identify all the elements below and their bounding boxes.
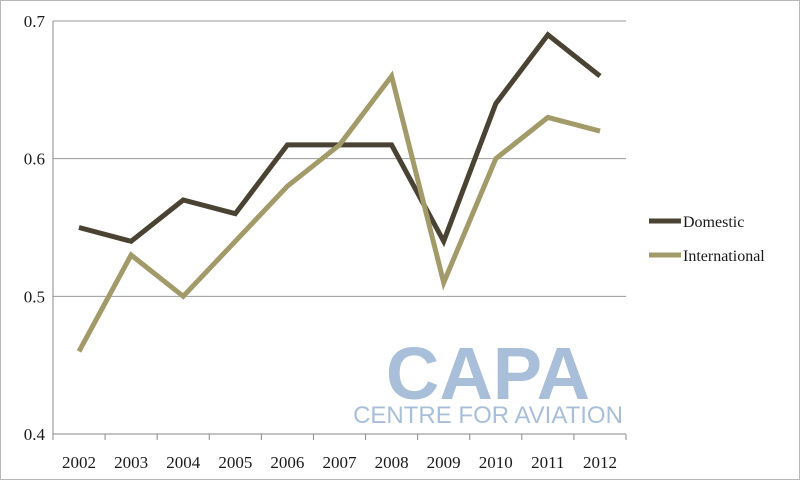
y-tick-label-0.6: 0.6 [24,150,45,169]
y-tick-label-0.4: 0.4 [24,425,46,444]
x-tick-label-2009: 2009 [427,453,461,472]
x-tick-label-2005: 2005 [218,453,252,472]
legend-label-domestic: Domestic [683,214,744,231]
x-tick-label-2004: 2004 [166,453,201,472]
y-tick-label-0.7: 0.7 [24,12,46,31]
axes: 0.4 0.5 0.6 0.7 2002 2003 2004 2005 2006 2007 2008… [24,12,627,472]
y-tick-label-0.5: 0.5 [24,287,45,306]
watermark-tagline: CENTRE FOR AVIATION [353,402,623,429]
series-line-international [76,70,601,353]
legend: Domestic International [649,214,765,265]
x-tick-label-2006: 2006 [270,453,304,472]
legend-label-international: International [683,248,765,265]
series-lines [76,31,602,353]
watermark-logo: CAPA [386,332,590,415]
capa-watermark: CAPA CENTRE FOR AVIATION [353,332,623,429]
x-tick-label-2008: 2008 [375,453,409,472]
x-tick-label-2012: 2012 [583,453,617,472]
x-tick-label-2007: 2007 [323,453,358,472]
x-tick-label-2003: 2003 [114,453,148,472]
gridlines [53,20,626,297]
x-tick-label-2010: 2010 [479,453,513,472]
x-tick-label-2002: 2002 [62,453,96,472]
x-tick-label-2011: 2011 [531,453,564,472]
